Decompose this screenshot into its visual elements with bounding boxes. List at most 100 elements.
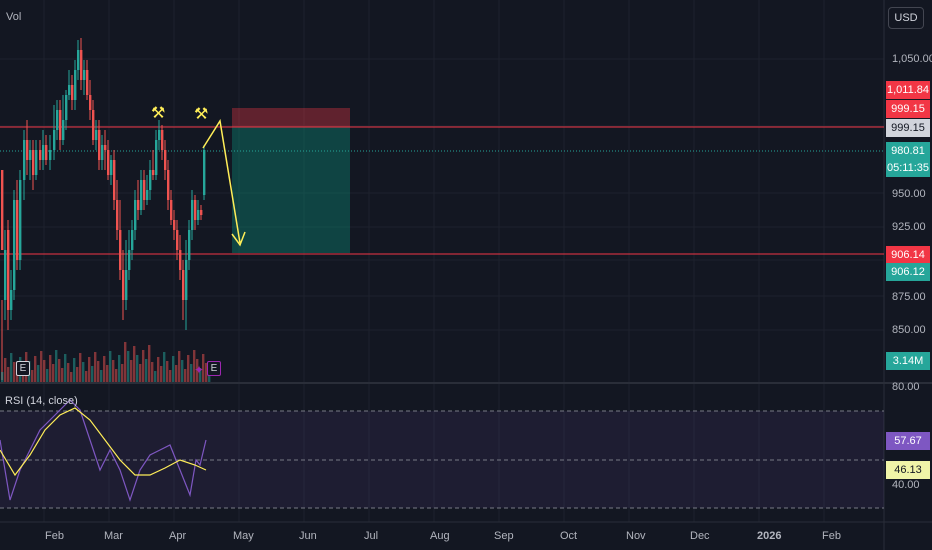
volume-bar	[94, 352, 97, 382]
volume-bar	[175, 365, 178, 382]
volume-tag: 3.14M	[886, 352, 930, 370]
volume-bar	[139, 364, 142, 382]
candle-body	[200, 210, 203, 215]
volume-bar	[52, 364, 55, 382]
volume-bar	[202, 354, 205, 382]
last-price-tag: 980.81	[886, 142, 930, 160]
volume-bar	[172, 356, 175, 382]
candle-body	[110, 160, 113, 175]
candle-body	[134, 200, 137, 230]
candle-body	[68, 85, 71, 95]
candle-body	[161, 130, 164, 150]
time-tick: Feb	[45, 530, 64, 542]
candle-body	[155, 140, 158, 175]
candle-body	[128, 250, 131, 270]
volume-bar	[187, 355, 190, 382]
time-tick: Aug	[430, 530, 450, 542]
volume-bar	[193, 350, 196, 382]
candle-body	[1, 170, 4, 250]
candle-body	[149, 170, 152, 190]
volume-bar	[133, 346, 136, 382]
candle-body	[92, 110, 95, 140]
candle-body	[59, 110, 62, 140]
rsi-line	[0, 399, 207, 502]
candle-body	[74, 70, 77, 100]
volume-bar	[163, 352, 166, 382]
volume-bar	[127, 351, 130, 382]
volume-bar	[100, 370, 103, 382]
pencil-icon: ✦	[194, 363, 204, 377]
candle-body	[49, 150, 52, 160]
volume-bar	[169, 370, 172, 382]
time-tick: Apr	[169, 530, 187, 542]
candle-body	[86, 70, 89, 95]
volume-bar	[67, 363, 70, 382]
candle-body	[98, 130, 101, 160]
volume-bar	[49, 355, 52, 382]
candle-body	[185, 260, 188, 300]
candle-body	[62, 120, 65, 140]
candle-body	[158, 130, 161, 140]
candle-body	[83, 70, 86, 80]
volume-bar	[76, 367, 79, 382]
time-tick: Sep	[494, 530, 514, 542]
price-tick: 875.00	[892, 291, 926, 303]
currency-button[interactable]: USD	[888, 7, 924, 29]
candle-body	[13, 200, 16, 290]
time-tick: Oct	[560, 530, 578, 542]
volume-bar	[157, 357, 160, 382]
candle-body	[4, 250, 7, 300]
candle-body	[71, 85, 74, 100]
candle-body	[125, 270, 128, 300]
volume-bar	[16, 371, 19, 382]
candle-body	[164, 150, 167, 170]
stop-high-tag: 1,011.84	[886, 81, 930, 99]
volume-bar	[64, 354, 67, 382]
time-tick: May	[233, 530, 254, 542]
volume-bar	[79, 353, 82, 382]
volume-bar	[130, 360, 133, 382]
volume-bar	[37, 365, 40, 382]
candle-body	[42, 145, 45, 160]
volume-bar	[13, 362, 16, 382]
volume-bar	[85, 371, 88, 382]
price-tick: 925.00	[892, 221, 926, 233]
volume-bar	[55, 350, 58, 382]
rsi-label[interactable]: RSI (14, close)	[5, 395, 78, 407]
volume-bar	[73, 358, 76, 382]
candle-body	[176, 230, 179, 250]
candle-body	[89, 95, 92, 110]
volume-bar	[142, 350, 145, 382]
projection-arrow	[202, 118, 241, 244]
candle-body	[170, 200, 173, 220]
candle-body	[39, 150, 42, 160]
volume-bar	[124, 342, 127, 382]
time-tick: Jun	[299, 530, 317, 542]
candle-body	[95, 130, 98, 140]
earnings-badge[interactable]: E	[16, 361, 30, 376]
candle-body	[107, 150, 110, 175]
hammer-icon: ⚒	[194, 104, 208, 123]
candle-body	[35, 150, 38, 175]
candle-body	[77, 50, 80, 70]
earnings-badge[interactable]: E	[207, 361, 221, 376]
candle-body	[167, 170, 170, 200]
candle-body	[101, 145, 104, 160]
volume-bar	[115, 369, 118, 382]
candle-body	[119, 230, 122, 270]
time-tick: Jul	[364, 530, 379, 542]
candle-body	[203, 150, 206, 195]
volume-bar	[145, 359, 148, 382]
volume-bar	[70, 372, 73, 382]
volume-bar	[208, 372, 211, 382]
candle-body	[7, 230, 10, 310]
target-green-tag: 906.12	[886, 263, 930, 281]
volume-bar	[151, 362, 154, 382]
time-tick: Mar	[104, 530, 123, 542]
volume-bar	[34, 356, 37, 382]
candle-body	[113, 160, 116, 200]
volume-bar	[1, 372, 4, 382]
hammer-icon: ⚒	[151, 103, 165, 122]
candle-body	[194, 200, 197, 220]
